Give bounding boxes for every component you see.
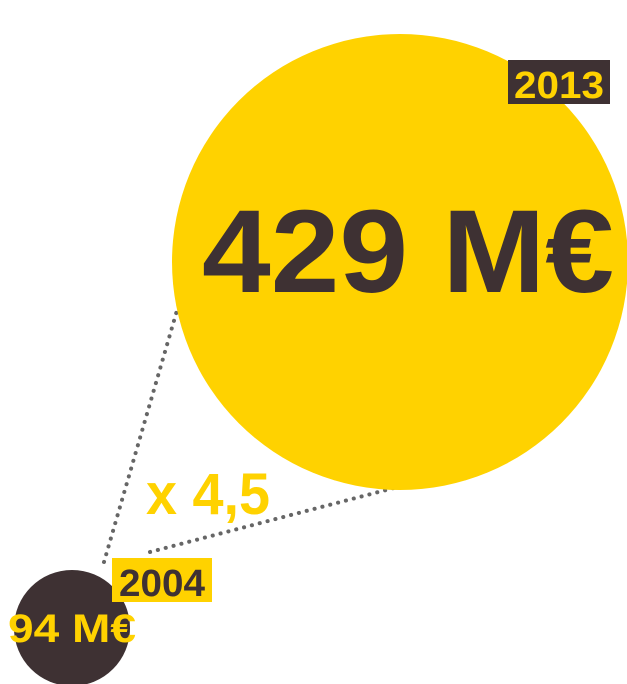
year-label: 2013 (514, 65, 604, 107)
small-circle (14, 570, 130, 684)
year-box (112, 558, 212, 602)
value-label: 94 M€ (8, 607, 136, 651)
connector-line (102, 298, 182, 564)
big-circle (172, 34, 627, 490)
year-box (508, 60, 610, 104)
value-label: 429 M€ (202, 186, 614, 318)
ratio-label: x 4,5 (146, 462, 270, 527)
year-label: 2004 (119, 563, 205, 605)
